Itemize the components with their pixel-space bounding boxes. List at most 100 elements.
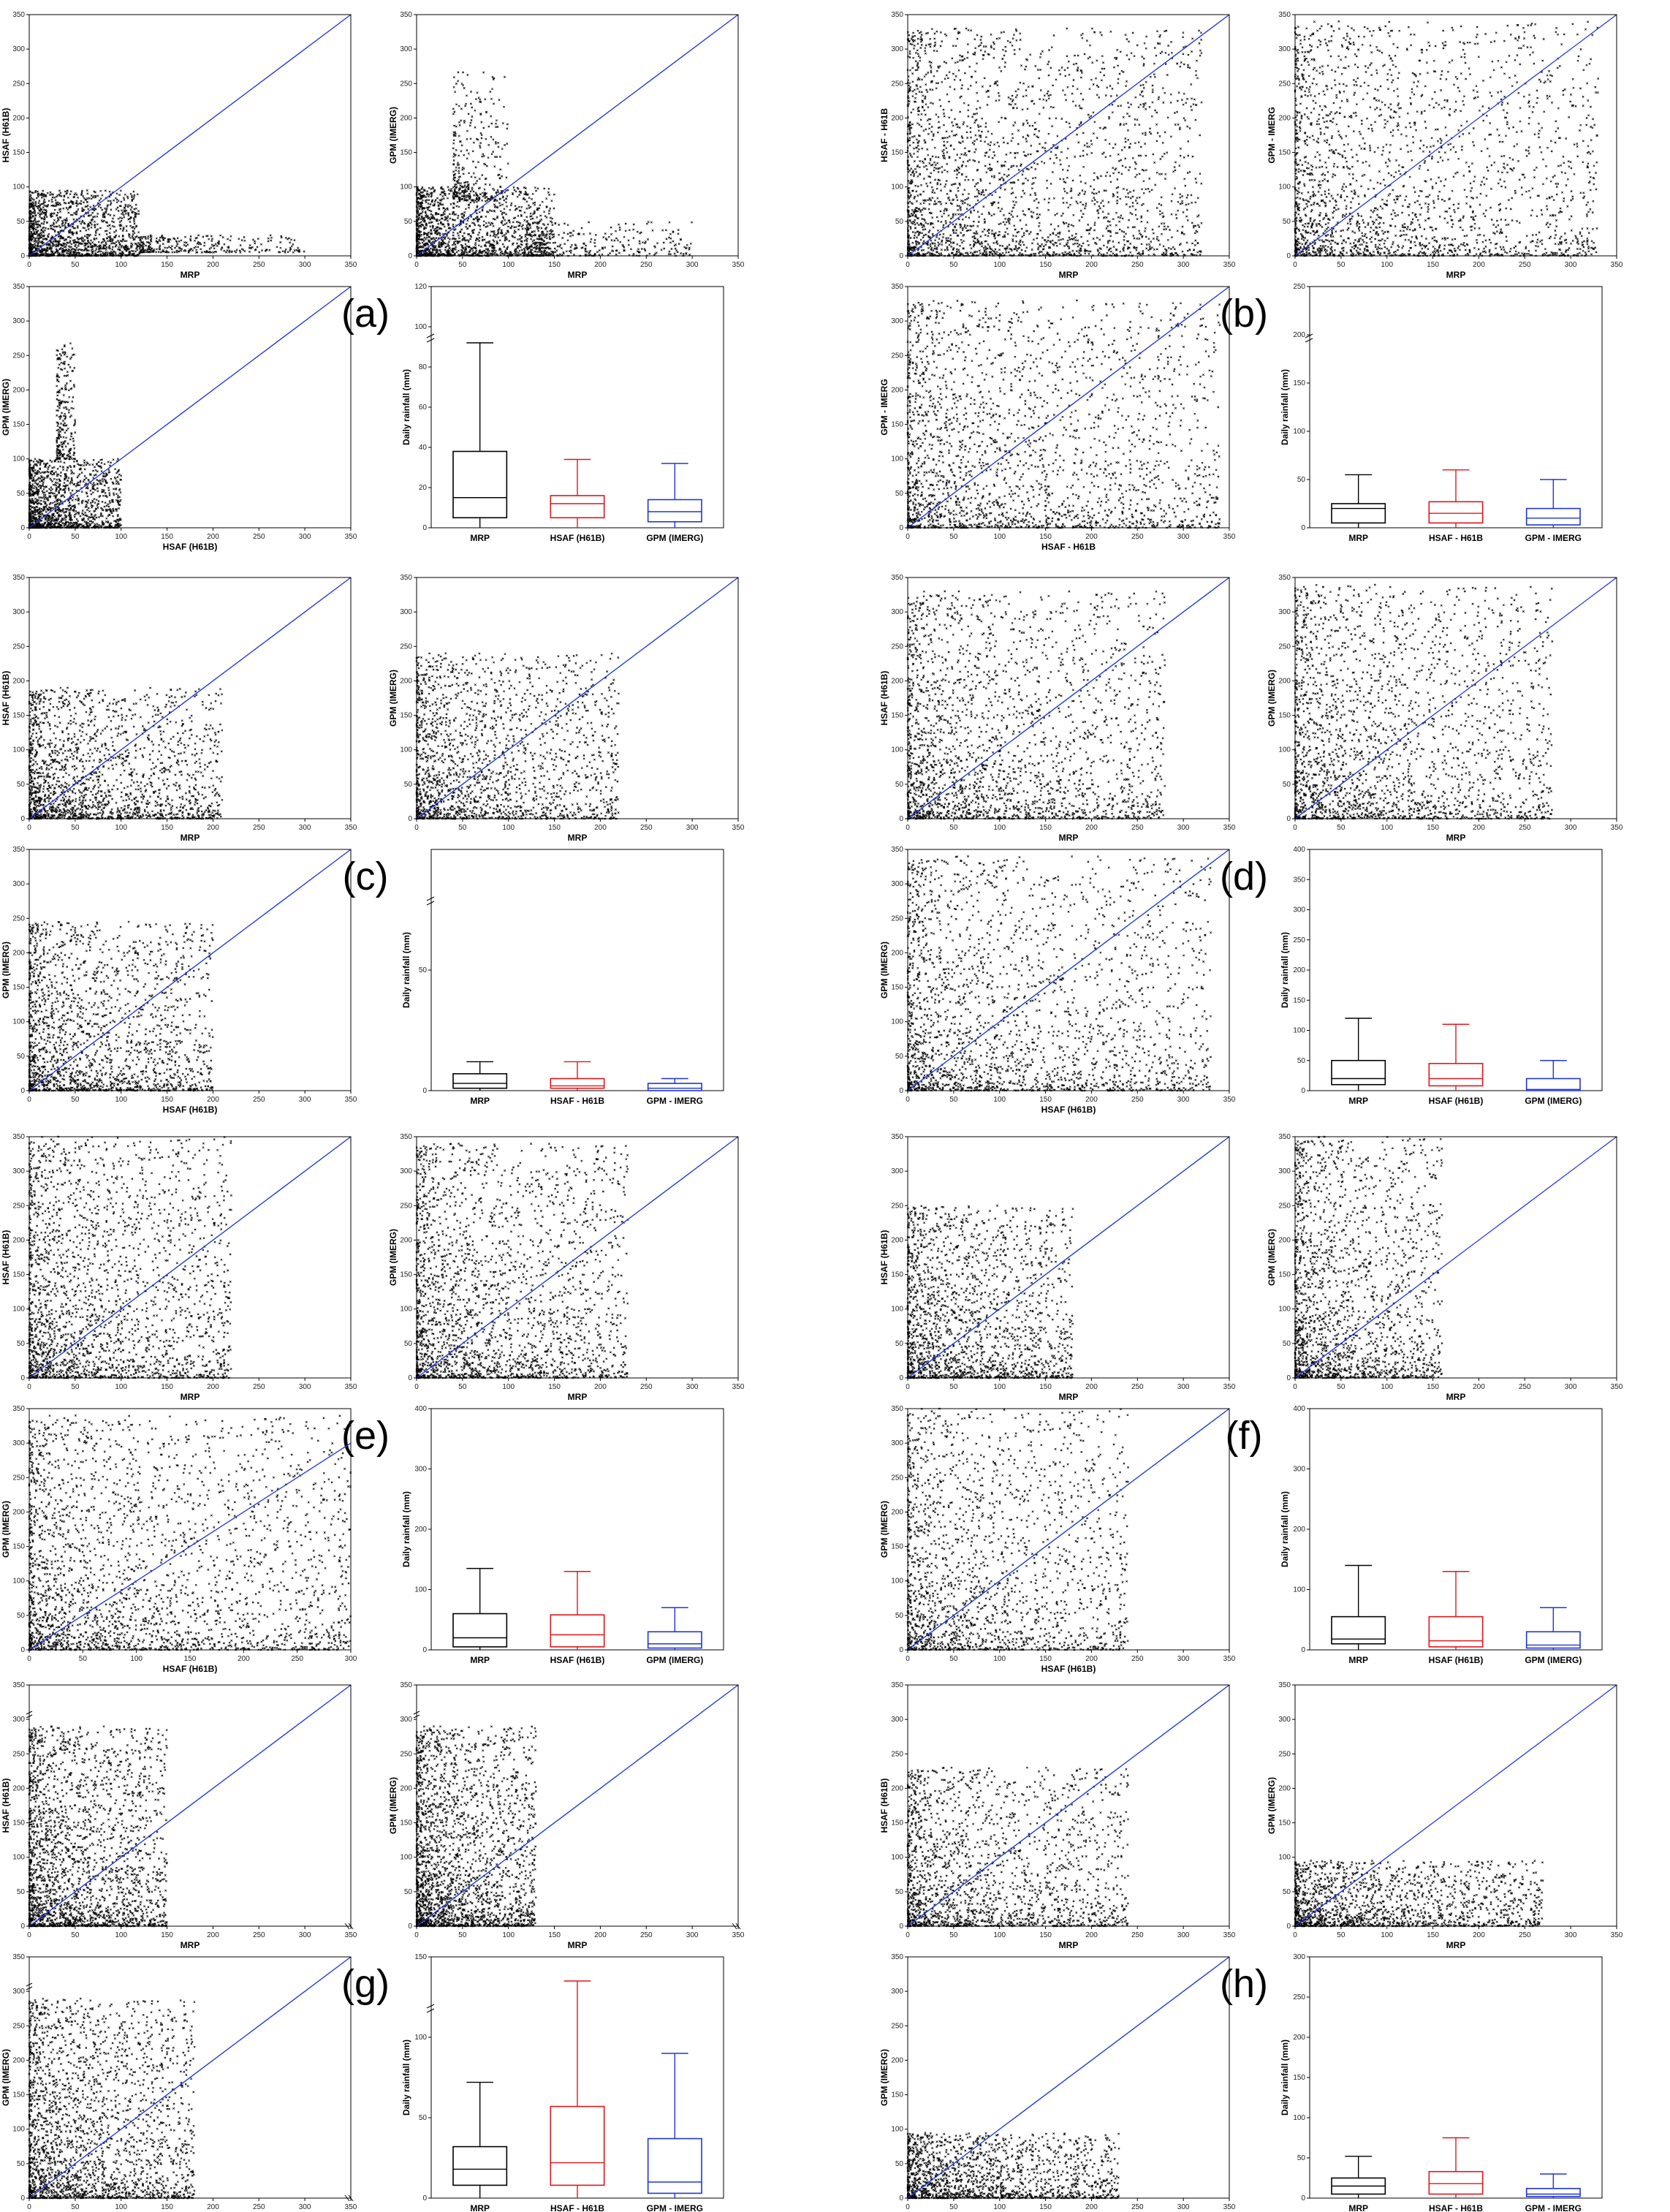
y-axis-title: GPM (IMERG)	[1, 1501, 11, 1558]
x-tick-label: 0	[414, 1383, 419, 1391]
y-tick-label: 50	[17, 781, 26, 789]
scatter-points-cluster-0	[28, 1135, 232, 1379]
x-axis-title: HSAF (H61B)	[163, 1105, 218, 1115]
x-tick-label: 300	[1177, 824, 1190, 832]
y-tick-label: 80	[419, 363, 428, 371]
plot-frame	[29, 1956, 352, 2199]
x-tick-label: 300	[1177, 1383, 1190, 1391]
y-axis-title: Daily rainfall (mm)	[401, 369, 411, 445]
y-tick-label: 300	[400, 608, 412, 616]
y-tick-label: 300	[1293, 1953, 1305, 1961]
x-axis-title: MRP	[1059, 270, 1079, 280]
y-axis-break	[426, 2004, 435, 2013]
y-tick-label: 200	[891, 2056, 903, 2064]
y-tick-label: 150	[12, 2091, 25, 2099]
box-category-label: HSAF - H61B	[1429, 533, 1483, 543]
x-tick-label: 150	[161, 2203, 173, 2211]
x-axis-title: MRP	[568, 833, 588, 843]
plot-frame	[29, 14, 352, 257]
y-tick-label: 350	[12, 1681, 25, 1689]
x-tick-label: 50	[458, 261, 467, 269]
x-tick-label: 0	[414, 1931, 419, 1939]
x-tick-label: 200	[1085, 1096, 1098, 1104]
y-axis-title: Daily rainfall (mm)	[1280, 2039, 1290, 2116]
box-iqr	[1331, 1616, 1386, 1645]
x-tick-label: 50	[71, 1096, 80, 1104]
y-tick-label: 350	[12, 283, 25, 291]
y-tick-label: 100	[1278, 1854, 1291, 1862]
y-tick-label: 0	[1286, 252, 1291, 260]
y-tick-label: 250	[891, 80, 903, 88]
x-tick-label: 350	[1223, 1096, 1236, 1104]
x-tick-label: 100	[993, 533, 1006, 541]
x-tick-label: 150	[1427, 824, 1439, 832]
y-tick-label: 100	[891, 1018, 903, 1026]
x-axis-break	[344, 2194, 354, 2202]
y-tick-label: 100	[1278, 1306, 1291, 1314]
y-axis-break	[1305, 333, 1313, 343]
y-tick-label: 100	[400, 1854, 412, 1862]
scatter-points-cluster-0	[415, 1725, 537, 1928]
y-tick-label: 150	[12, 1271, 25, 1279]
box-iqr	[1331, 503, 1386, 524]
y-tick-label: 250	[891, 1750, 903, 1758]
one-to-one-line	[29, 14, 352, 257]
y-tick-label: 300	[1278, 45, 1291, 53]
x-axis-title: MRP	[1059, 1392, 1079, 1402]
x-tick-label: 100	[993, 1096, 1006, 1104]
scatter-points-cluster-1	[452, 71, 509, 202]
x-tick-label: 250	[1519, 824, 1531, 832]
y-tick-label: 350	[12, 1405, 25, 1413]
y-tick-label: 250	[891, 1474, 903, 1482]
x-tick-label: 100	[1381, 261, 1393, 269]
x-tick-label: 250	[1131, 1383, 1144, 1391]
box-category-label: HSAF (H61B)	[1429, 1096, 1484, 1106]
x-tick-label: 300	[299, 2203, 311, 2211]
y-tick-label: 250	[12, 352, 25, 360]
x-tick-label: 0	[27, 1655, 31, 1663]
y-tick-label: 0	[1301, 1646, 1305, 1654]
x-tick-label: 50	[458, 1931, 467, 1939]
y-tick-label: 100	[891, 455, 903, 463]
x-tick-label: 0	[906, 533, 910, 541]
y-tick-label: 200	[12, 677, 25, 685]
x-tick-label: 250	[1519, 1383, 1531, 1391]
y-tick-label: 150	[400, 712, 412, 720]
box-iqr	[452, 450, 508, 519]
x-tick-label: 50	[949, 1383, 958, 1391]
x-tick-label: 200	[207, 1096, 219, 1104]
y-axis-title: HSAF (H61B)	[879, 671, 889, 726]
x-axis-title: HSAF (H61B)	[1041, 1664, 1096, 1674]
y-tick-label: 100	[414, 1586, 427, 1594]
scatter-points-cluster-0	[1294, 20, 1600, 257]
x-tick-label: 0	[1293, 1383, 1297, 1391]
box-category-label: GPM - IMERG	[1525, 533, 1582, 543]
x-tick-label: 150	[1039, 1096, 1052, 1104]
x-tick-label: 50	[949, 1931, 958, 1939]
y-axis-title: HSAF (H61B)	[1, 1230, 11, 1285]
scatter-chart: 0 50 100 150 200 250 300 350 0 50 100 150 200 250 300 3…	[879, 283, 1236, 552]
one-to-one-line	[29, 849, 352, 1091]
scatter-chart: 0 50 100 150 200 250 300 350 0 50 100 150 200 250 300 3…	[1, 846, 357, 1115]
x-tick-label: 200	[1473, 1383, 1485, 1391]
y-tick-label: 100	[400, 746, 412, 754]
y-tick-label: 100	[12, 1306, 25, 1314]
y-tick-label: 100	[891, 183, 903, 192]
x-tick-label: 100	[115, 261, 127, 269]
plot-frame	[907, 286, 1230, 529]
y-tick-label: 150	[1293, 379, 1305, 387]
x-tick-label: 0	[1293, 261, 1297, 269]
scatter-chart: 0 50 100 150 200 250 300 350 0 50 100 150 200 250 300 3…	[1, 11, 390, 336]
y-tick-label: 100	[891, 1577, 903, 1586]
x-tick-label: 150	[1427, 261, 1439, 269]
x-tick-label: 200	[1085, 2203, 1098, 2211]
y-tick-label: 50	[1297, 2154, 1306, 2162]
y-axis-title: GPM (IMERG)	[388, 670, 398, 727]
y-tick-label: 300	[891, 880, 903, 888]
y-tick-label: 150	[891, 984, 903, 992]
y-axis-title: GPM (IMERG)	[1, 2049, 11, 2106]
y-tick-label: 250	[12, 80, 25, 88]
x-axis-title: MRP	[1059, 833, 1079, 843]
y-tick-label: 250	[1293, 283, 1305, 291]
x-tick-label: 200	[1085, 261, 1098, 269]
